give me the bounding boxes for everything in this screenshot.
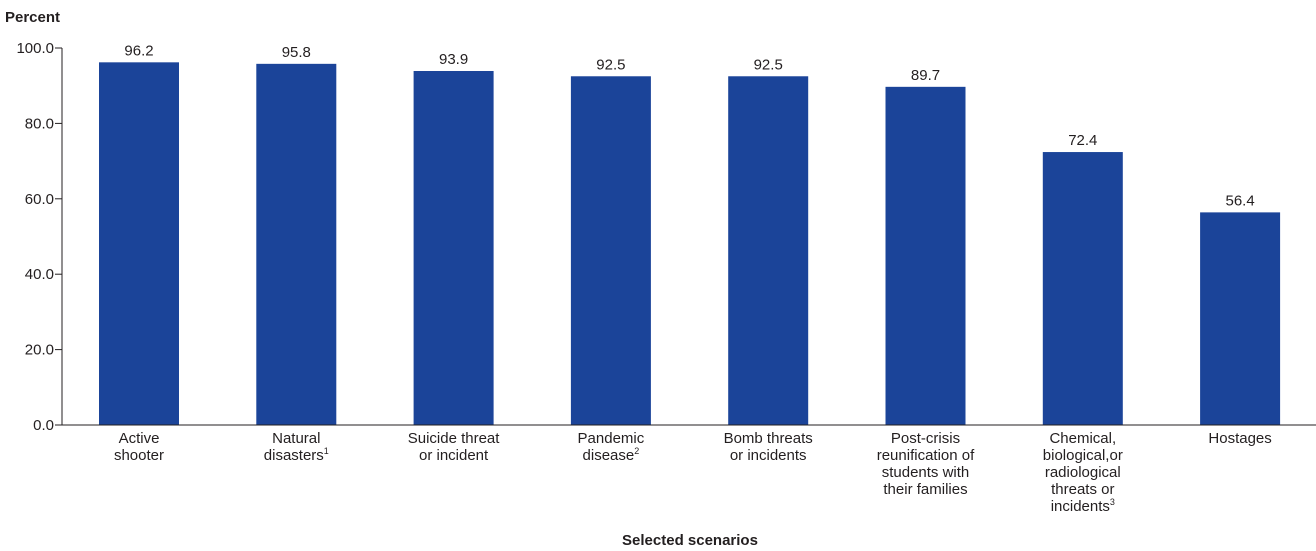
x-tick-label: Hostages: [1208, 430, 1271, 447]
y-axis-title: Percent: [5, 9, 60, 26]
bar: [256, 63, 337, 426]
x-tick-label: Natural disasters1: [264, 430, 329, 464]
bar-value-label: 93.9: [439, 51, 468, 68]
bar-value-label: 92.5: [754, 56, 783, 73]
y-tick-label: 40.0: [25, 266, 54, 283]
y-axis: 0.0 20.0 40.0 60.0 80.0 100.0: [16, 40, 63, 434]
x-axis: Active shooter Natural disasters1 Suicide th…: [62, 424, 1316, 515]
y-tick-label: 80.0: [25, 115, 54, 132]
footnote-marker: 3: [1110, 497, 1115, 507]
bar-value-label: 72.4: [1068, 132, 1097, 149]
x-tick-label: Suicide threat or incident: [408, 430, 501, 464]
bar: [570, 76, 651, 426]
footnote-marker: 2: [634, 446, 639, 456]
x-tick-label: Post-crisis reunification of students with…: [877, 430, 975, 498]
bar: [99, 62, 179, 426]
bar: [885, 86, 966, 426]
x-tick-label: Active shooter: [114, 430, 164, 464]
bar: [413, 70, 494, 425]
bar-value-label: 96.2: [124, 42, 153, 59]
x-tick-label: Chemical, biological,or radiological threat…: [1043, 430, 1123, 515]
x-tick-label: Pandemic disease2: [578, 430, 645, 464]
bar: [728, 76, 809, 426]
bar: [1042, 152, 1123, 425]
bar-value-label: 92.5: [596, 56, 625, 73]
x-axis-title: Selected scenarios: [622, 532, 758, 549]
bar: [1200, 212, 1281, 425]
bars-group: 96.2 95.8 93.9 92.5 92.5 89.7 72.4 56.4: [99, 42, 1281, 426]
y-tick-label: 100.0: [16, 40, 54, 57]
bar-value-label: 89.7: [911, 67, 940, 84]
y-tick-label: 0.0: [33, 417, 54, 434]
x-tick-label: Bomb threats or incidents: [724, 430, 813, 464]
bar-value-label: 56.4: [1225, 192, 1254, 209]
y-tick-label: 60.0: [25, 191, 54, 208]
bar-value-label: 95.8: [282, 44, 311, 61]
y-tick-label: 20.0: [25, 342, 54, 359]
footnote-marker: 1: [324, 446, 329, 456]
